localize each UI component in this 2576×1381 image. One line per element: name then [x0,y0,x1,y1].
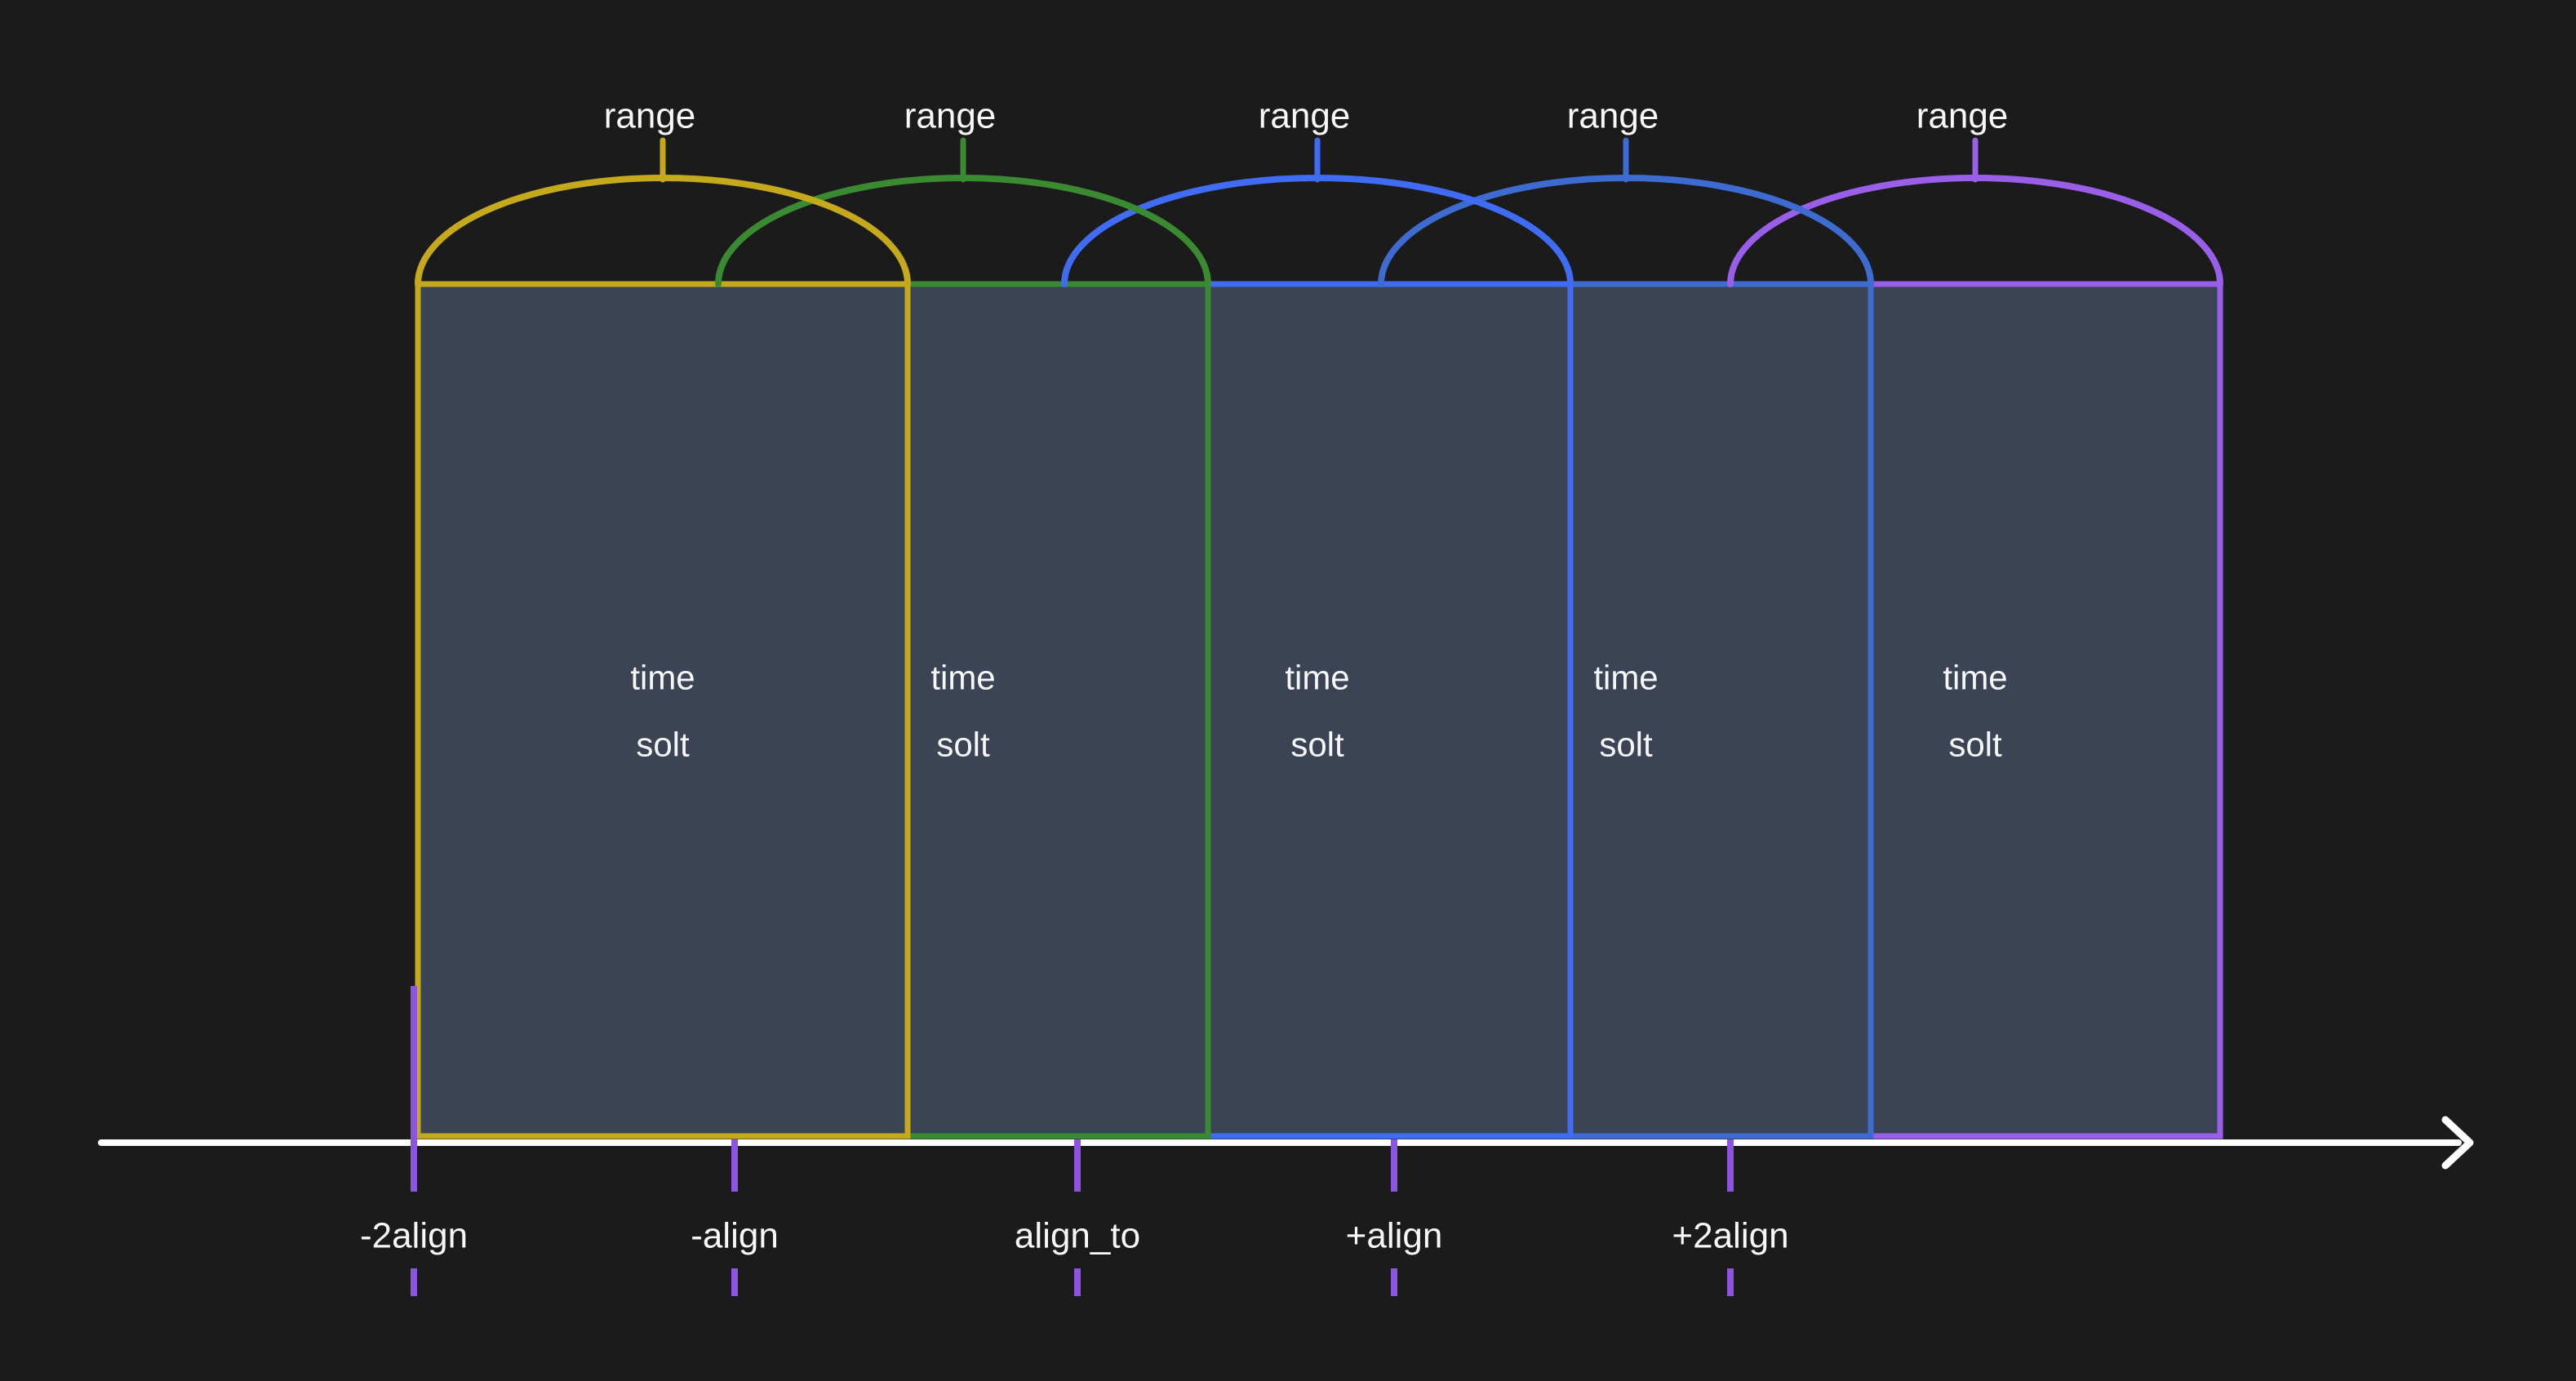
slot-label-line2: solt [1948,726,2002,764]
slot-label-line1: time [630,659,695,697]
time-slot-rect [1868,281,2223,1139]
axis-tick-label: align_to [1015,1216,1140,1256]
range-label: range [1567,96,1659,136]
axis-tick-label: -2align [360,1216,468,1256]
slot-label-line1: time [930,659,995,697]
slot-label-line2: solt [1290,726,1344,764]
slot-label-line1: time [1943,659,2007,697]
time-slot-rect [415,281,911,1139]
range-label: range [1916,96,2009,136]
axis-tick-label: -align [691,1216,779,1256]
axis-arrow-icon [2441,1116,2474,1170]
axis-ticks-layer: -2align -align align_to +align +2align [360,986,1789,1296]
time-slot-rect [904,281,1211,1139]
slot-labels-layer: time solt time solt time solt time solt time solt [630,659,2007,764]
time-axis [98,1116,2474,1170]
range-label: range [1259,96,1351,136]
slot-label-line1: time [1593,659,1658,697]
time-slot-rect [1567,281,1874,1139]
axis-tick-label: +2align [1672,1216,1788,1256]
range-label: range [904,96,997,136]
slot-label-line2: solt [936,726,990,764]
range-labels-layer: range range range range range [604,96,2009,183]
slot-label-line1: time [1285,659,1349,697]
range-label: range [604,96,696,136]
slot-label-line2: solt [1599,726,1653,764]
axis-tick-label: +align [1346,1216,1443,1256]
time-slot-rect [1205,281,1574,1139]
time-slots-layer [415,281,2223,1139]
slot-label-line2: solt [636,726,690,764]
